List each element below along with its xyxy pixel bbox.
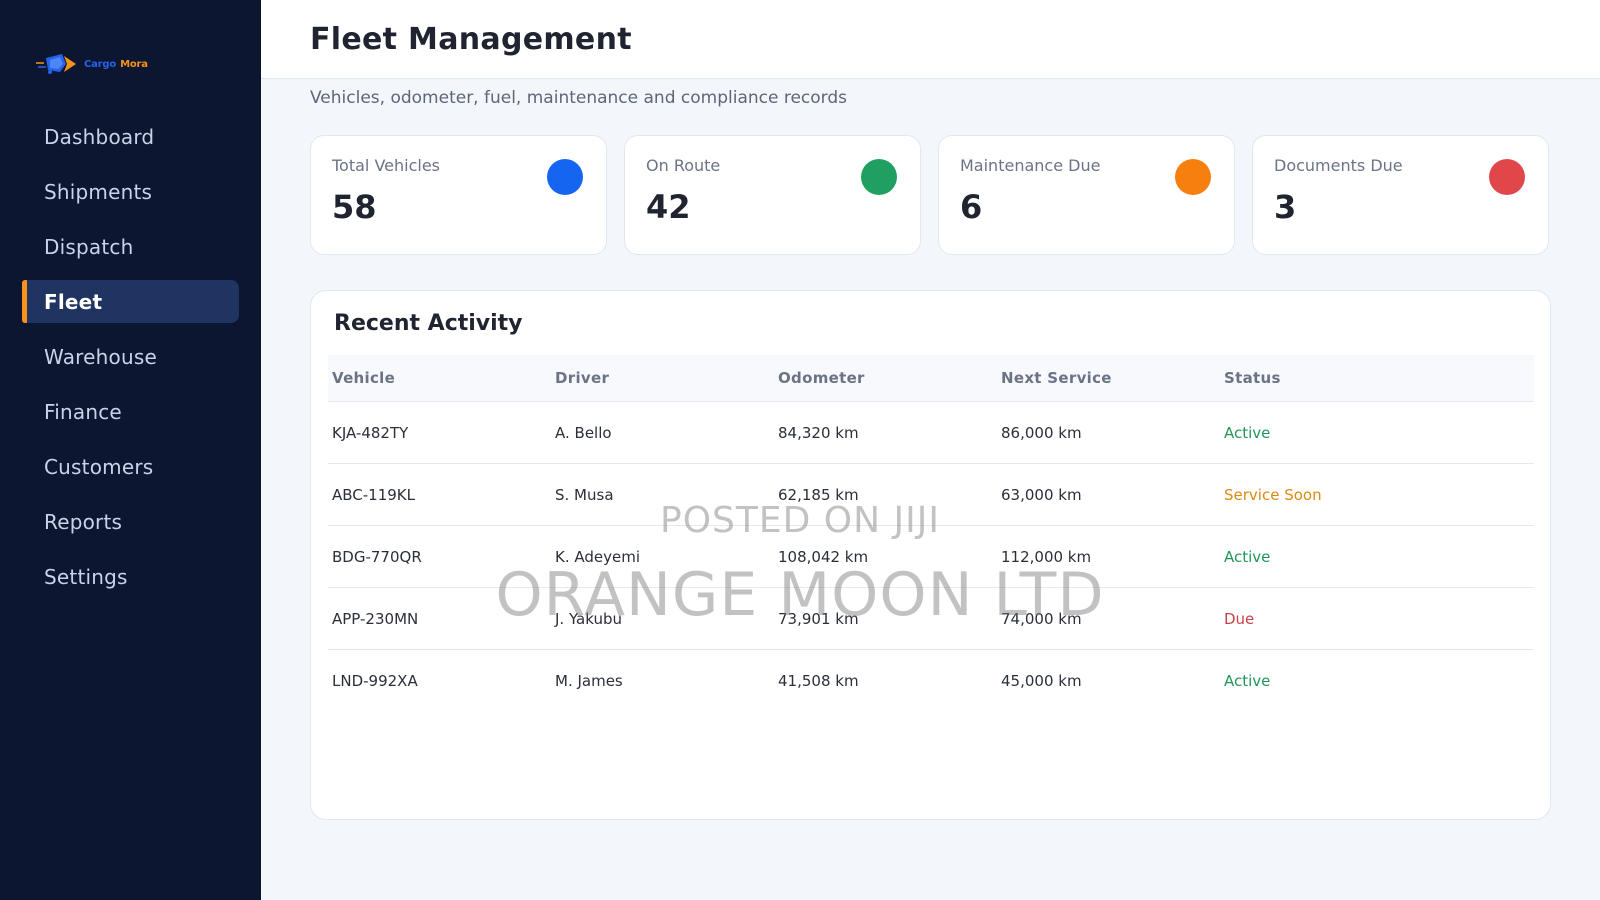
sidebar-item-shipments[interactable]: Shipments [22,170,239,213]
status-cell: Active [1224,547,1271,566]
next-service-cell: 74,000 km [1001,609,1082,628]
odometer-cell: 73,901 km [778,609,859,628]
sidebar-item-warehouse[interactable]: Warehouse [22,335,239,378]
sidebar-item-label: Shipments [44,179,153,204]
sidebar-item-label: Fleet [44,289,103,314]
odometer-cell: 84,320 km [778,423,859,442]
status-dot-icon [861,159,897,195]
table-row[interactable]: BDG-770QR K. Adeyemi 108,042 km 112,000 … [328,526,1534,588]
sidebar-item-label: Dispatch [44,234,134,259]
sidebar-item-reports[interactable]: Reports [22,500,239,543]
stat-value: 58 [332,188,377,226]
logo-icon [36,54,76,74]
stat-label: Documents Due [1274,156,1403,175]
next-service-cell: 63,000 km [1001,485,1082,504]
table-header: Vehicle Driver Odometer Next Service Sta… [328,355,1534,402]
sidebar-item-label: Warehouse [44,344,157,369]
sidebar-item-settings[interactable]: Settings [22,555,239,598]
sidebar-item-customers[interactable]: Customers [22,445,239,488]
activity-table: Vehicle Driver Odometer Next Service Sta… [328,355,1534,712]
vehicle-cell: ABC-119KL [332,485,415,504]
odometer-cell: 62,185 km [778,485,859,504]
page-subtitle: Vehicles, odometer, fuel, maintenance an… [310,88,848,108]
driver-cell: A. Bello [555,423,612,442]
table-row[interactable]: APP-230MN J. Yakubu 73,901 km 74,000 km … [328,588,1534,650]
status-cell: Due [1224,609,1255,628]
stat-label: Maintenance Due [960,156,1101,175]
sidebar: Cargo Mora Dashboard Shipments Dispatch F… [0,0,261,900]
stat-value: 3 [1274,188,1297,226]
stat-card-maintenance-due[interactable]: Maintenance Due 6 [938,135,1235,255]
driver-cell: K. Adeyemi [555,547,641,566]
column-header-vehicle[interactable]: Vehicle [332,369,396,387]
vehicle-cell: APP-230MN [332,609,419,628]
top-bar: Fleet Management [261,0,1600,79]
sidebar-item-dashboard[interactable]: Dashboard [22,115,239,158]
sidebar-item-label: Reports [44,509,123,534]
stat-card-on-route[interactable]: On Route 42 [624,135,921,255]
status-cell: Active [1224,423,1271,442]
status-cell: Service Soon [1224,485,1322,504]
next-service-cell: 86,000 km [1001,423,1082,442]
status-dot-icon [1175,159,1211,195]
column-header-status[interactable]: Status [1224,369,1281,387]
driver-cell: J. Yakubu [555,609,623,628]
sidebar-item-label: Customers [44,454,154,479]
stat-card-total-vehicles[interactable]: Total Vehicles 58 [310,135,607,255]
brand-name: Cargo Mora [84,58,148,70]
sidebar-nav: Dashboard Shipments Dispatch Fleet Wareh… [22,115,239,610]
stat-label: On Route [646,156,721,175]
odometer-cell: 41,508 km [778,672,859,690]
odometer-cell: 108,042 km [778,547,869,566]
table-row[interactable]: LND-992XA M. James 41,508 km 45,000 km A… [328,650,1534,712]
sidebar-item-fleet[interactable]: Fleet [22,280,239,323]
stats-row: Total Vehicles 58 On Route 42 Maintenanc… [310,135,1549,255]
vehicle-cell: BDG-770QR [332,547,422,566]
next-service-cell: 45,000 km [1001,672,1082,690]
driver-cell: S. Musa [555,485,614,504]
next-service-cell: 112,000 km [1001,547,1092,566]
stat-label: Total Vehicles [332,156,441,175]
section-title: Recent Activity [334,311,523,336]
status-dot-icon [547,159,583,195]
sidebar-item-dispatch[interactable]: Dispatch [22,225,239,268]
column-header-next-service[interactable]: Next Service [1001,369,1112,387]
vehicle-cell: LND-992XA [332,672,418,690]
status-dot-icon [1489,159,1525,195]
sidebar-item-label: Finance [44,399,122,424]
vehicle-cell: KJA-482TY [332,423,409,442]
brand-logo[interactable]: Cargo Mora [36,50,148,78]
page-title: Fleet Management [310,22,632,57]
driver-cell: M. James [555,672,623,690]
sidebar-item-finance[interactable]: Finance [22,390,239,433]
column-header-odometer[interactable]: Odometer [778,369,865,387]
stat-card-documents-due[interactable]: Documents Due 3 [1252,135,1549,255]
status-cell: Active [1224,672,1271,690]
recent-activity-panel: Recent Activity Vehicle Driver Odometer … [310,290,1551,820]
column-header-driver[interactable]: Driver [555,369,610,387]
table-row[interactable]: KJA-482TY A. Bello 84,320 km 86,000 km A… [328,402,1534,464]
table-row[interactable]: ABC-119KL S. Musa 62,185 km 63,000 km Se… [328,464,1534,526]
stat-value: 42 [646,188,691,226]
sidebar-item-label: Dashboard [44,124,155,149]
stat-value: 6 [960,188,983,226]
sidebar-item-label: Settings [44,564,128,589]
